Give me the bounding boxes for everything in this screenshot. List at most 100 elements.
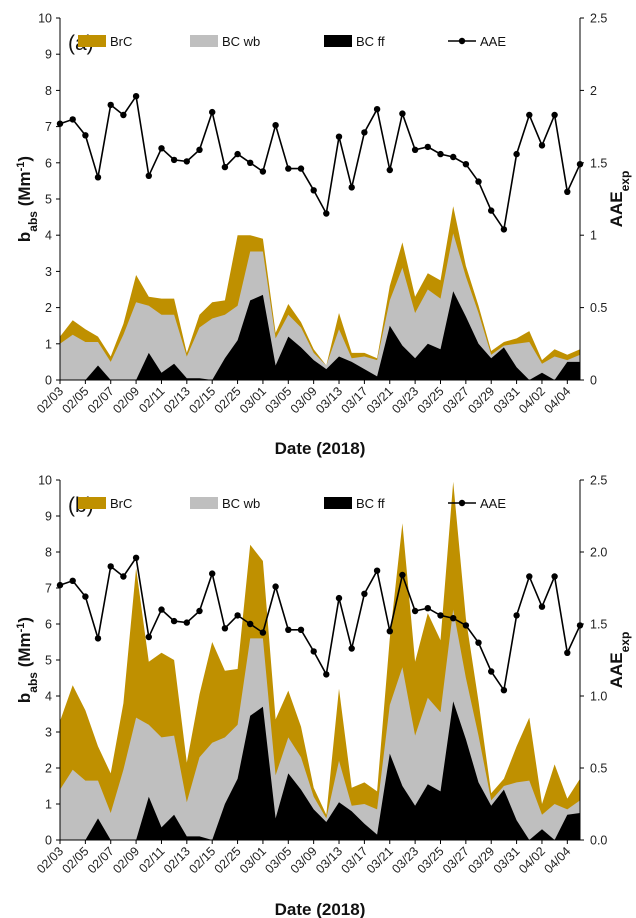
aae-point [132,554,140,561]
aae-point [513,150,520,158]
aae-point [437,612,444,619]
y2-tick-label: 2 [590,84,597,98]
aae-point [335,594,343,602]
x-tick-label: 04/02 [516,384,548,416]
y-tick-label: 1 [45,337,52,351]
x-tick-label: 02/05 [59,844,91,876]
y2-axis-title: AAEexp [607,632,632,689]
aae-point [247,159,254,166]
x-axis-title: Date (2018) [275,439,366,458]
legend-label: BC wb [222,34,260,49]
aae-point [183,619,190,626]
aae-point [373,106,381,113]
x-tick-label: 03/29 [465,384,497,416]
aae-point [259,168,267,175]
x-tick-label: 03/17 [338,844,370,876]
x-tick-label: 03/01 [237,384,269,416]
aae-point [462,161,470,168]
aae-point [183,158,190,165]
legend-swatch [324,497,352,509]
y-tick-label: 9 [45,48,52,62]
aae-point [424,605,431,612]
aae-point [462,622,470,629]
aae-point [399,110,406,117]
aae-point [170,156,178,164]
x-tick-label: 03/21 [364,384,396,416]
y-tick-label: 4 [45,690,52,704]
aae-point [69,577,76,584]
aae-point [209,108,216,116]
y2-tick-label: 1.5 [590,156,607,170]
y2-axis-title-part: exp [618,171,632,192]
x-tick-label: 02/09 [110,384,142,416]
aae-point [348,645,355,652]
aae-point [221,625,229,632]
y2-tick-label: 1.5 [590,618,607,632]
y-axis-title-part: -1 [15,623,27,633]
y-tick-label: 7 [45,120,52,134]
aae-point [437,150,444,158]
x-tick-label: 03/09 [288,384,320,416]
y-tick-label: 7 [45,582,52,596]
legend-swatch [78,35,106,47]
aae-point [82,593,89,600]
legend-swatch [190,497,218,509]
aae-point [361,129,368,136]
aae-point [145,172,152,179]
y-tick-label: 5 [45,193,52,207]
aae-point [488,207,495,214]
y-tick-label: 0 [45,374,52,388]
aae-point [450,615,457,622]
aae-point [538,603,546,610]
aae-point [132,93,140,100]
aae-point [475,178,482,185]
aae-point [107,563,114,570]
legend-label: BC ff [356,496,385,511]
aae-point [500,226,508,233]
aae-point [69,116,76,123]
aae-point [323,210,330,217]
aae-point [538,142,546,149]
aae-point [310,648,317,655]
legend-marker [458,37,466,45]
y-axis-title-part: abs [26,211,40,232]
y-tick-label: 5 [45,654,52,668]
x-tick-label: 02/09 [110,844,142,876]
y2-axis-title-part: AAE [607,191,626,227]
aae-point [551,573,558,580]
aae-point [209,570,216,577]
aae-point [259,629,267,636]
y-tick-label: 6 [45,156,52,170]
y-tick-label: 2 [45,301,52,315]
x-tick-label: 04/02 [516,844,548,876]
x-tick-label: 02/15 [186,844,218,876]
aae-line [59,94,581,232]
aae-point [297,626,305,633]
y-axis-title-part: ) [15,156,34,162]
x-tick-label: 02/25 [212,384,244,416]
y-tick-label: 3 [45,726,52,740]
y2-tick-label: 1.0 [590,690,607,704]
y2-tick-label: 2.0 [590,546,607,560]
x-tick-label: 03/25 [415,384,447,416]
x-tick-label: 02/05 [59,384,91,416]
y-tick-label: 9 [45,510,52,524]
y2-tick-label: 0.5 [590,762,607,776]
legend-label: BC wb [222,496,260,511]
y-axis-title-part: ) [15,617,34,623]
x-tick-label: 03/23 [389,844,421,876]
aae-point [373,567,381,574]
y2-tick-label: 0 [590,374,597,388]
y-axis-title: babs (Mm-1) [15,617,40,703]
aae-point [335,133,343,140]
x-tick-label: 04/04 [541,384,573,416]
legend-marker [458,499,466,507]
x-tick-label: 03/13 [313,384,345,416]
aae-point [234,150,241,158]
x-tick-label: 03/05 [262,384,294,416]
x-tick-label: 03/01 [237,844,269,876]
aae-point [196,146,203,153]
aae-point [170,617,178,625]
aae-point [411,607,419,615]
aae-point [297,165,305,172]
